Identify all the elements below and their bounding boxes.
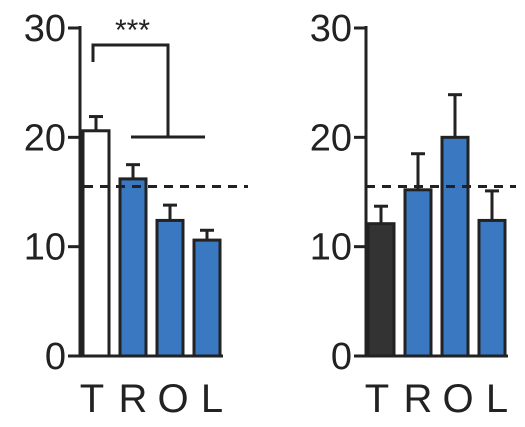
- y-tick-label-0: 0: [331, 336, 352, 378]
- x-category-label-O: O: [157, 377, 188, 421]
- y-tick-label-20: 20: [310, 117, 352, 159]
- x-category-label-L: L: [201, 377, 223, 421]
- x-category-label-R: R: [404, 377, 433, 421]
- bar-O: [440, 135, 470, 358]
- bar-O: [155, 218, 185, 358]
- bar-L: [477, 218, 507, 358]
- bar-T: [366, 222, 396, 358]
- significance-label: ***: [115, 14, 150, 47]
- y-tick-label-30: 30: [310, 8, 352, 50]
- y-tick-label-30: 30: [24, 8, 66, 50]
- y-tick-label-10: 10: [24, 227, 66, 269]
- right-bar-chart: 0 10 20 30 T R O L: [310, 8, 516, 421]
- left-bar-chart: 0 10 20 30 T R O L ***: [24, 8, 248, 421]
- x-category-label-L: L: [486, 377, 508, 421]
- bar-R: [118, 177, 148, 358]
- bar-R: [403, 188, 433, 358]
- y-tick-label-0: 0: [45, 336, 66, 378]
- y-tick-label-10: 10: [310, 227, 352, 269]
- bar-L: [192, 238, 222, 358]
- x-category-label-T: T: [80, 377, 104, 421]
- bar-T: [81, 129, 111, 358]
- y-tick-label-20: 20: [24, 117, 66, 159]
- x-category-label-R: R: [119, 377, 148, 421]
- x-category-label-T: T: [365, 377, 389, 421]
- x-category-label-O: O: [442, 377, 473, 421]
